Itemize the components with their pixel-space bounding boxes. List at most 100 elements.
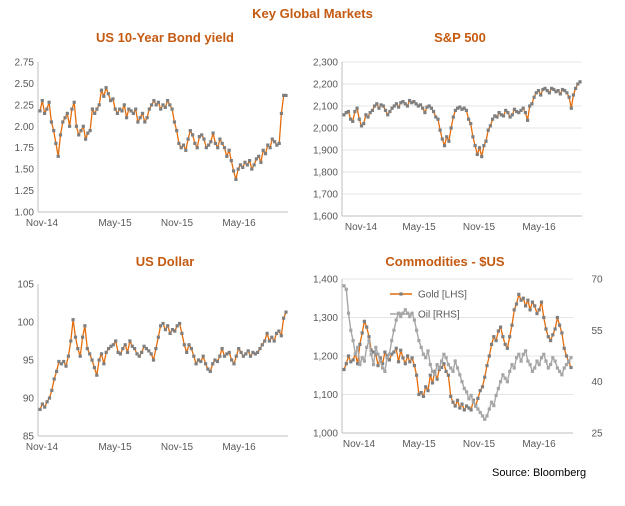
sp500-data-point [427, 104, 431, 108]
usd-data-point [211, 362, 215, 366]
usd-data-point [241, 354, 245, 358]
bond-data-point [273, 140, 277, 144]
commodities-data-point [378, 356, 382, 360]
sp500-data-point [368, 111, 372, 115]
usd-data-point [47, 396, 52, 400]
commodities-data-point [344, 287, 348, 291]
commodities-data-point [342, 367, 346, 372]
bond-data-point [166, 99, 170, 103]
commodities-data-point [555, 315, 559, 320]
bond-ytick-label: 2.50 [15, 79, 35, 90]
commodities-data-point [528, 308, 532, 312]
bond-ytick-label: 1.00 [15, 208, 35, 219]
sp500-data-point [432, 109, 436, 114]
sp500-data-point [491, 117, 495, 121]
commodities-data-point [567, 359, 571, 363]
sp500-data-point [349, 117, 353, 121]
bond-ytick-label: 2.75 [15, 58, 35, 69]
sp500-data-point [567, 95, 571, 99]
bond-data-point [170, 107, 174, 111]
commodities-ytick-label: 1,000 [313, 429, 338, 440]
commodities-ytick-right-label: 70 [591, 275, 603, 286]
usd-xtick-label: May-15 [98, 442, 132, 453]
sp500-data-point [414, 102, 418, 106]
usd-data-point [144, 347, 148, 351]
commodities-data-point [462, 386, 466, 391]
commodities-ytick-label: 1,100 [313, 390, 338, 401]
bond-data-point [95, 107, 99, 111]
bond-data-point [147, 107, 151, 111]
usd-data-point [130, 344, 134, 348]
sp500-data-point [460, 107, 464, 111]
commodities-xtick-label: Nov-14 [343, 439, 376, 450]
commodities-data-point [480, 414, 485, 418]
bond-data-point [227, 148, 231, 152]
sp500-data-point [574, 86, 578, 90]
commodities-data-point [442, 362, 446, 366]
bond-data-point [177, 141, 181, 145]
bond-data-point [113, 107, 117, 111]
bond-data-point [213, 141, 217, 145]
usd-data-point [71, 318, 75, 322]
sp500-data-point [418, 103, 423, 107]
usd-data-point [225, 352, 229, 356]
sp500-ytick-label: 1,700 [313, 190, 338, 201]
bond-data-point [216, 146, 220, 150]
usd-data-point [73, 335, 78, 339]
usd-series-line [39, 311, 287, 410]
bond-ytick-label: 1.50 [15, 165, 35, 176]
sp500-data-point [357, 117, 361, 121]
bond-data-point [106, 92, 110, 96]
usd-data-point [109, 344, 113, 348]
commodities-data-point [446, 363, 450, 367]
commodities-data-point [494, 393, 498, 397]
commodities-data-point [356, 345, 360, 349]
bond-data-point [179, 146, 183, 150]
bond-xtick-label: Nov-15 [161, 218, 194, 229]
usd-data-point [88, 352, 92, 356]
commodities-data-point [358, 342, 362, 346]
commodities-data-point [449, 366, 453, 370]
usd-data-point [59, 362, 63, 366]
commodities-data-point [528, 363, 532, 367]
sp500-data-point [504, 108, 508, 112]
sp500-data-point [552, 87, 556, 92]
commodities-data-point [351, 339, 355, 343]
usd-data-point [52, 377, 56, 381]
sp500-data-point [523, 111, 527, 115]
usd-data-point [248, 354, 253, 358]
commodities-data-point [496, 329, 500, 333]
usd-data-point [170, 328, 175, 332]
commodities-data-point [455, 366, 460, 370]
sp500-data-point [364, 113, 368, 117]
usd-ytick-label: 95 [23, 356, 35, 367]
usd-data-point [137, 354, 141, 358]
bond-data-point [248, 159, 252, 163]
usd-data-point [215, 359, 219, 364]
usd-data-point [111, 343, 115, 347]
bond-data-point [211, 131, 215, 135]
bond-data-point [279, 111, 283, 115]
sp500-data-point [519, 108, 523, 112]
usd-data-point [83, 324, 87, 328]
commodities-data-point [362, 319, 366, 323]
sp500-data-point [569, 106, 573, 110]
usd-data-point [81, 335, 85, 339]
sp500-ytick-label: 1,800 [313, 168, 338, 179]
commodities-data-point [435, 377, 439, 381]
usd-data-point [263, 339, 267, 343]
commodities-xtick-label: May-15 [402, 439, 436, 450]
commodities-data-point [374, 352, 378, 356]
bond-series-line [39, 85, 286, 180]
bond-data-point [159, 107, 163, 111]
bond-chart [37, 62, 288, 213]
commodities-data-point [390, 352, 394, 356]
commodities-data-point [421, 352, 425, 356]
commodities-data-point [433, 373, 437, 377]
usd-data-point [265, 331, 269, 335]
bond-data-point [200, 133, 204, 137]
sp500-data-point [447, 139, 451, 143]
sp500-data-point [541, 87, 545, 92]
commodities-data-point [424, 356, 428, 360]
usd-data-point [149, 352, 153, 356]
